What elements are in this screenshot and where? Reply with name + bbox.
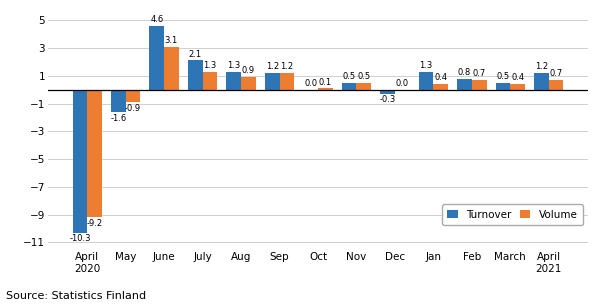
Text: 0.5: 0.5	[357, 72, 370, 81]
Bar	[188, 60, 203, 90]
Bar	[149, 26, 164, 90]
Text: 0.4: 0.4	[434, 74, 447, 82]
Bar	[356, 83, 371, 90]
Bar	[280, 73, 294, 90]
Bar	[226, 71, 241, 90]
Bar	[433, 84, 448, 90]
Text: 1.2: 1.2	[266, 62, 279, 71]
Bar	[265, 73, 280, 90]
Bar	[511, 84, 525, 90]
Text: Source: Statistics Finland: Source: Statistics Finland	[6, 291, 146, 301]
Text: 0.5: 0.5	[343, 72, 356, 81]
Text: -9.2: -9.2	[86, 219, 103, 228]
Text: -1.6: -1.6	[110, 113, 127, 123]
Text: -0.9: -0.9	[125, 104, 141, 113]
Text: 0.7: 0.7	[550, 69, 563, 78]
Text: 1.2: 1.2	[535, 62, 548, 71]
Bar	[380, 90, 395, 94]
Text: 0.8: 0.8	[458, 68, 471, 77]
Bar	[318, 88, 332, 90]
Legend: Turnover, Volume: Turnover, Volume	[442, 205, 583, 225]
Bar	[125, 90, 140, 102]
Bar	[534, 73, 549, 90]
Text: 3.1: 3.1	[165, 36, 178, 45]
Bar	[472, 80, 487, 90]
Bar	[111, 90, 125, 112]
Bar	[87, 90, 102, 217]
Bar	[457, 78, 472, 90]
Text: -10.3: -10.3	[69, 234, 91, 243]
Bar	[203, 71, 217, 90]
Bar	[419, 71, 433, 90]
Text: 0.0: 0.0	[395, 79, 409, 88]
Text: 0.1: 0.1	[319, 78, 332, 87]
Text: 0.5: 0.5	[496, 72, 509, 81]
Bar	[241, 77, 256, 90]
Text: 4.6: 4.6	[150, 15, 163, 24]
Text: 2.1: 2.1	[189, 50, 202, 59]
Bar	[496, 83, 511, 90]
Text: 1.3: 1.3	[203, 61, 217, 70]
Text: 0.4: 0.4	[511, 74, 524, 82]
Text: 1.2: 1.2	[280, 62, 293, 71]
Text: 0.9: 0.9	[242, 67, 255, 75]
Text: 0.7: 0.7	[473, 69, 486, 78]
Bar	[549, 80, 563, 90]
Text: 0.0: 0.0	[304, 79, 317, 88]
Bar	[164, 47, 179, 90]
Text: 1.3: 1.3	[227, 61, 241, 70]
Text: -0.3: -0.3	[380, 95, 396, 105]
Text: 1.3: 1.3	[419, 61, 433, 70]
Bar	[342, 83, 356, 90]
Bar	[73, 90, 87, 233]
